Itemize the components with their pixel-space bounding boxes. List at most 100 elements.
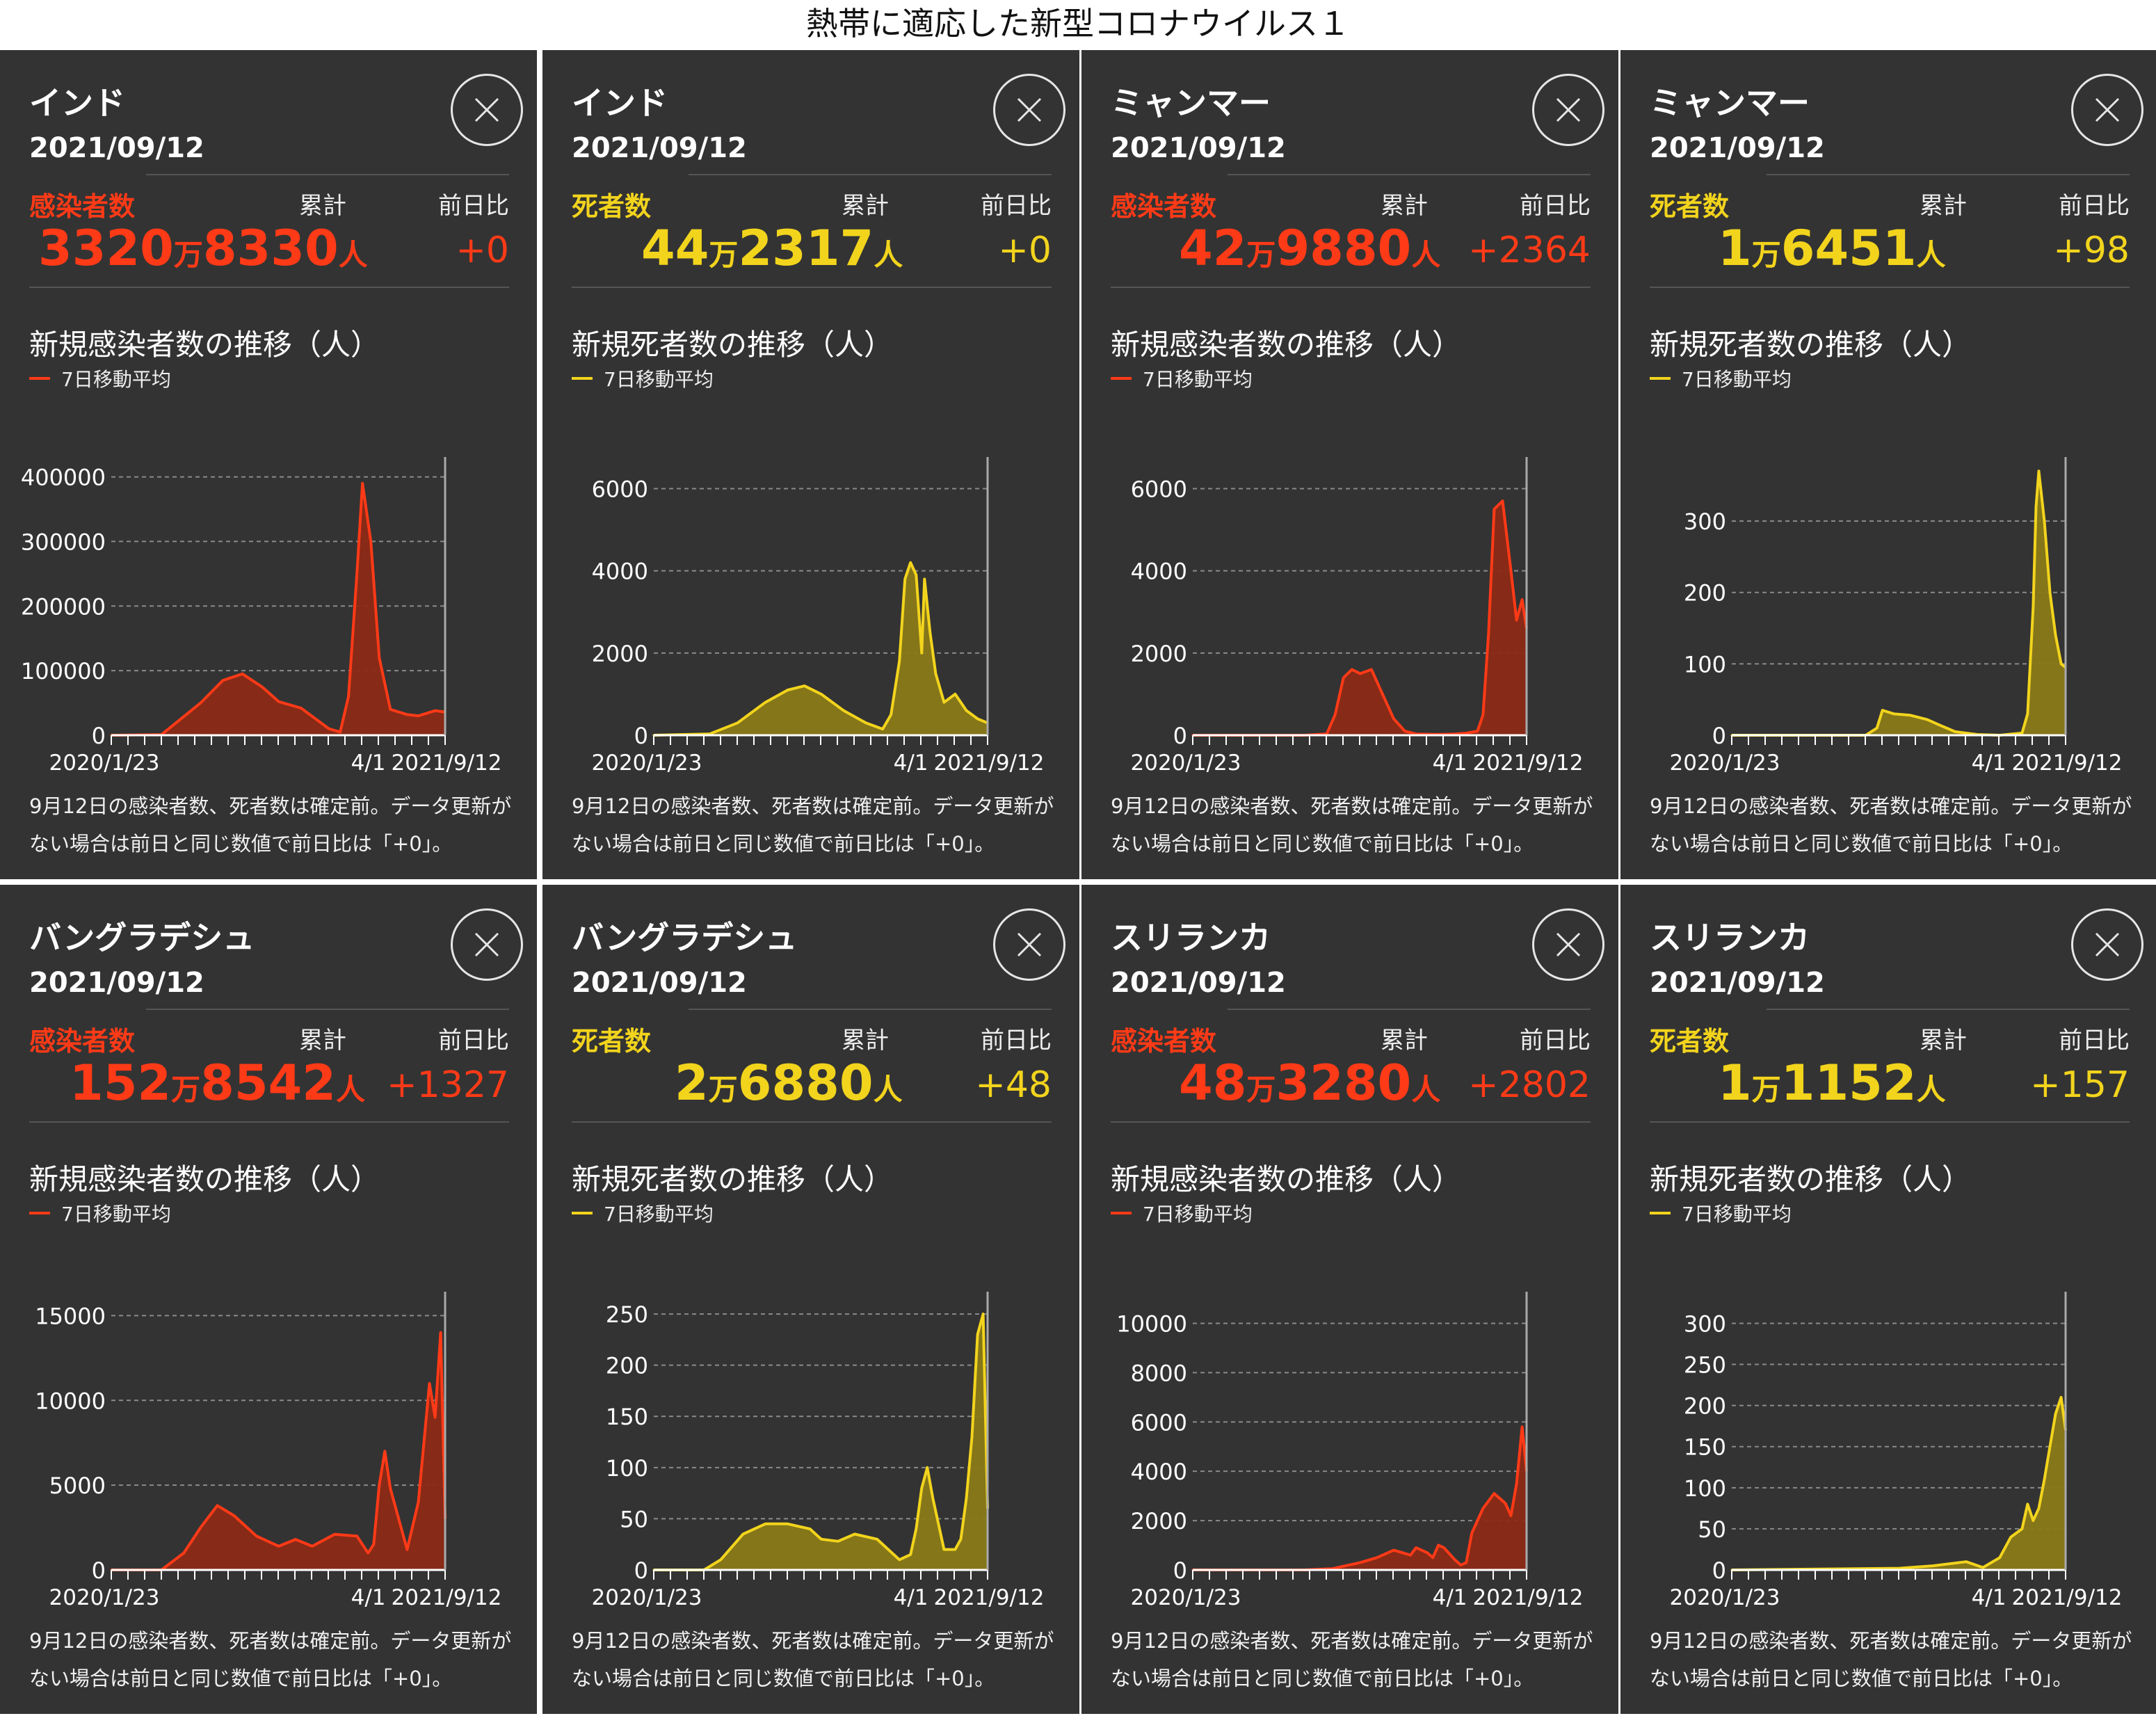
legend-label: 7日移動平均 xyxy=(61,1203,171,1226)
data-point xyxy=(1521,598,1524,601)
legend-label: 7日移動平均 xyxy=(604,1203,714,1226)
data-point xyxy=(787,689,789,691)
total-value-part: 6880 xyxy=(737,1055,874,1112)
country-panel: スリランカ 2021/09/12 死者数 累計 前日比 1万1152人 +157… xyxy=(1620,885,2156,1714)
data-point xyxy=(355,572,358,575)
close-button[interactable] xyxy=(993,908,1065,981)
legend-label: 7日移動平均 xyxy=(1682,1203,1792,1226)
total-value-unit: 万 xyxy=(173,238,203,272)
x-tick-label: 2020/1/23 xyxy=(49,751,160,776)
trend-chart: 0 2000 4000 6000 8000 10000 2020/1/23 4/1 2021/9… xyxy=(1116,1292,1583,1610)
data-point xyxy=(1493,1492,1495,1495)
report-date: 2021/09/12 xyxy=(572,967,747,999)
total-value-unit: 万 xyxy=(1246,238,1276,272)
data-point xyxy=(820,693,823,696)
data-point xyxy=(311,1545,314,1548)
data-point xyxy=(369,540,372,543)
data-point xyxy=(1481,1507,1484,1509)
close-button[interactable] xyxy=(993,74,1065,146)
country-name: スリランカ xyxy=(1111,919,1271,956)
data-point xyxy=(1481,714,1484,716)
total-value-part: 3320 xyxy=(38,220,174,277)
data-point xyxy=(719,1558,722,1561)
report-date: 2021/09/12 xyxy=(1650,132,1825,164)
close-button[interactable] xyxy=(451,74,523,146)
data-point xyxy=(2054,1413,2057,1415)
data-note: 9月12日の感染者数、死者数は確定前。データ更新がない場合は前日と同じ数値で前日… xyxy=(1111,1629,1593,1690)
total-value: 44万2317人 xyxy=(641,220,903,277)
total-value-unit: 万 xyxy=(171,1073,201,1107)
data-point xyxy=(1898,1567,1901,1570)
country-panel: ミャンマー 2021/09/12 死者数 累計 前日比 1万6451人 +98 … xyxy=(1620,50,2156,879)
y-tick-label: 0 xyxy=(92,723,106,749)
data-point xyxy=(333,1533,336,1536)
country-panel: バングラデシュ 2021/09/12 感染者数 累計 前日比 152万8542人… xyxy=(0,885,537,1714)
y-tick-label: 200000 xyxy=(21,593,106,620)
close-button[interactable] xyxy=(2071,908,2143,981)
chart-legend: 7日移動平均 xyxy=(572,364,714,392)
total-value-unit: 人 xyxy=(1411,238,1441,272)
data-point xyxy=(2043,1478,2045,1481)
data-point xyxy=(864,721,867,724)
x-tick-label: 2020/1/23 xyxy=(1670,751,1780,776)
data-point xyxy=(1351,668,1353,671)
data-point xyxy=(1892,712,1895,715)
report-date: 2021/09/12 xyxy=(1650,967,1825,999)
y-tick-label: 300 xyxy=(1684,1310,1726,1337)
diff-label: 前日比 xyxy=(2059,192,2130,220)
data-note: 9月12日の感染者数、死者数は確定前。データ更新がない場合は前日と同じ数値で前日… xyxy=(1650,1629,2132,1690)
total-label: 累計 xyxy=(1920,1027,1967,1055)
data-point xyxy=(1409,1554,1412,1557)
close-button[interactable] xyxy=(2071,74,2143,146)
y-tick-label: 150 xyxy=(1684,1434,1726,1461)
data-point xyxy=(241,673,244,675)
x-tick-label: 2020/1/23 xyxy=(1131,1585,1241,1610)
page-title: 熱帯に適応した新型コロナウイルス１ xyxy=(806,5,1350,42)
close-button[interactable] xyxy=(451,908,523,981)
country-name: ミャンマー xyxy=(1111,84,1271,122)
total-value-part: 8330 xyxy=(202,220,339,277)
data-point xyxy=(2020,1527,2023,1530)
y-tick-label: 6000 xyxy=(592,476,648,502)
data-point xyxy=(389,1487,392,1490)
diff-label: 前日比 xyxy=(1520,1027,1591,1055)
data-point xyxy=(428,1382,431,1385)
data-point xyxy=(1954,730,1956,733)
close-icon xyxy=(1556,97,1581,122)
divider xyxy=(146,174,509,175)
data-note: 9月12日の感染者数、死者数は確定前。データ更新がない場合は前日と同じ数値で前日… xyxy=(29,794,512,856)
y-tick-label: 300 xyxy=(1684,508,1726,535)
close-button[interactable] xyxy=(1532,908,1604,981)
y-tick-label: 4000 xyxy=(1131,1459,1187,1485)
country-name: インド xyxy=(29,84,125,122)
x-tick-label: 2021/9/12 xyxy=(1473,751,1584,776)
y-tick-label: 150 xyxy=(606,1404,648,1430)
data-point xyxy=(1502,499,1504,502)
chart-legend: 7日移動平均 xyxy=(1650,1199,1792,1227)
y-tick-label: 50 xyxy=(620,1506,648,1532)
data-point xyxy=(1981,1566,1984,1569)
data-point xyxy=(2009,1536,2012,1539)
data-point xyxy=(1392,717,1395,720)
data-point xyxy=(1376,1556,1378,1559)
country-name: バングラデシュ xyxy=(29,919,255,956)
close-button[interactable] xyxy=(1532,74,1604,146)
y-tick-label: 5000 xyxy=(49,1473,106,1499)
data-point xyxy=(890,714,892,716)
series-area xyxy=(111,1332,445,1570)
y-tick-label: 0 xyxy=(1712,723,1726,749)
y-tick-label: 8000 xyxy=(1131,1360,1187,1386)
x-tick-label: 2021/9/12 xyxy=(2012,1585,2123,1610)
data-point xyxy=(367,1552,369,1555)
data-point xyxy=(764,1523,766,1525)
data-point xyxy=(277,1545,280,1548)
data-point xyxy=(920,1486,923,1489)
series-line xyxy=(1732,470,2067,737)
y-tick-label: 0 xyxy=(1173,723,1187,749)
chart-title: 新規感染者数の推移（人） xyxy=(1111,328,1462,362)
report-date: 2021/09/12 xyxy=(29,967,204,999)
data-point xyxy=(417,1501,419,1503)
country-panel: インド 2021/09/12 感染者数 累計 前日比 3320万8330人 +0… xyxy=(0,50,537,879)
data-point xyxy=(1476,730,1479,732)
y-tick-label: 100 xyxy=(1684,1475,1726,1502)
